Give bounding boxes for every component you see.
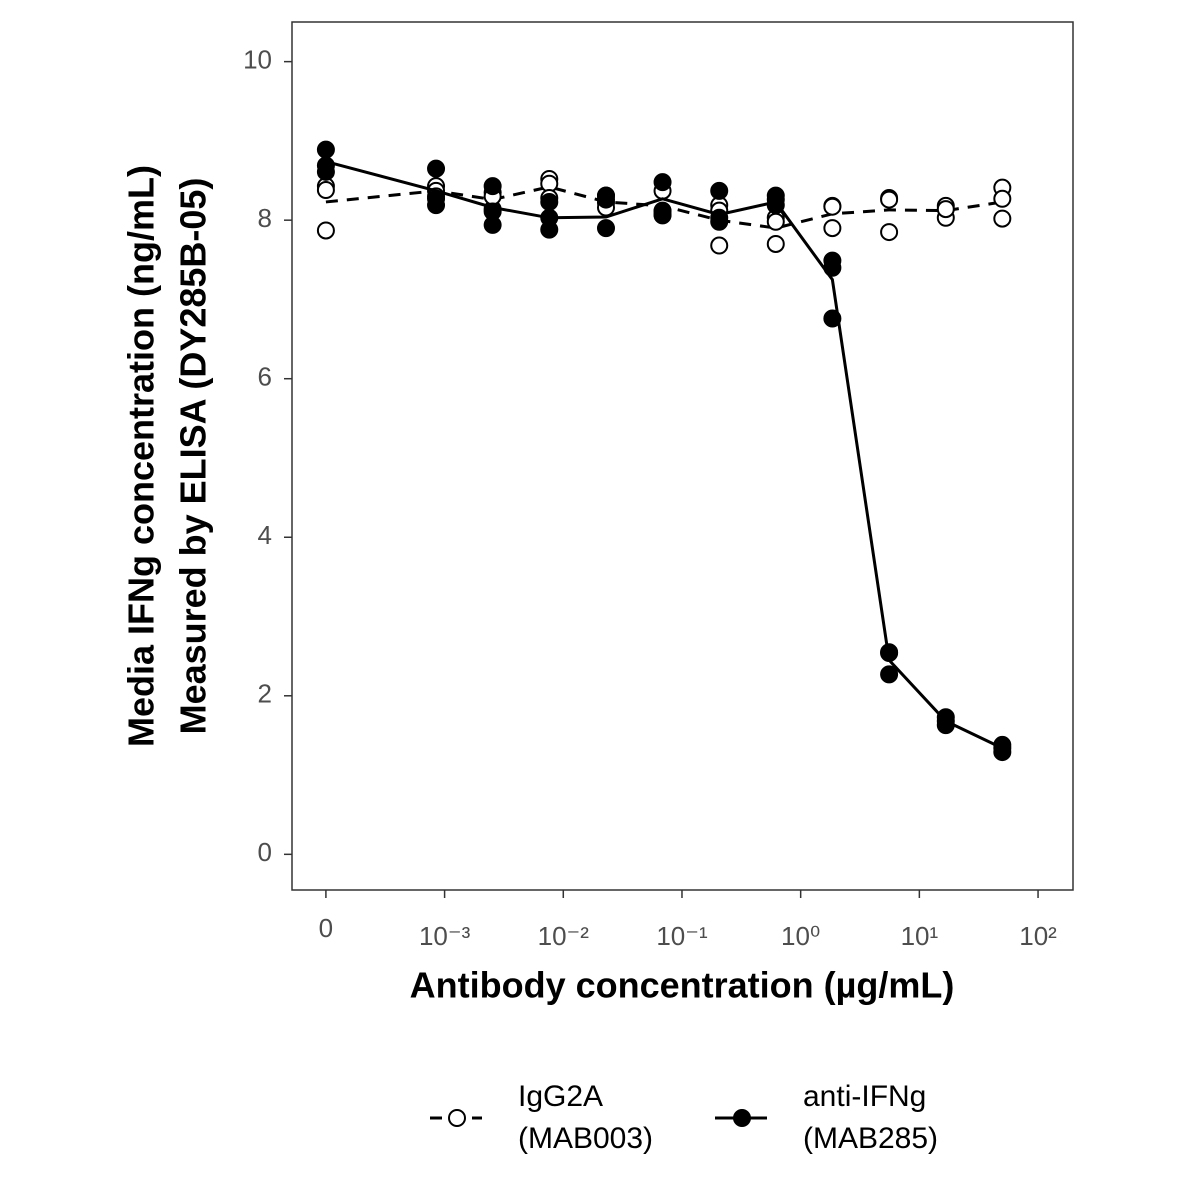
x-tick-label: 10⁻²: [538, 921, 590, 951]
data-point: [316, 181, 335, 200]
y-tick-label: 10: [243, 45, 272, 75]
x-tick-label: 0: [319, 913, 333, 943]
data-point: [766, 196, 785, 215]
mean-line: [325, 185, 1003, 230]
y-tick-label: 4: [258, 520, 272, 550]
mean-line: [325, 160, 1003, 750]
data-point: [596, 190, 615, 209]
data-point: [710, 236, 729, 255]
data-point: [316, 162, 335, 181]
data-point: [880, 665, 899, 684]
legend-label: IgG2A (MAB003): [518, 1080, 654, 1155]
data-point: [483, 177, 502, 196]
legend-entry: anti-IFNg (MAB285): [803, 1080, 939, 1155]
y-axis-title: Measured by ELISA (DY285B-05): [173, 178, 214, 735]
data-point: [880, 190, 899, 209]
y-tick-label: 8: [258, 203, 272, 233]
data-point: [710, 212, 729, 231]
data-point: [823, 197, 842, 216]
x-tick-label: 10⁻¹: [656, 921, 708, 951]
data-point: [993, 739, 1012, 758]
x-tick-label: 10⁰: [781, 921, 820, 951]
legend-label: anti-IFNg (MAB285): [803, 1080, 939, 1155]
x-axis-title: Antibody concentration (µg/mL): [410, 965, 955, 1006]
legend-entry: IgG2A (MAB003): [518, 1080, 654, 1155]
data-point: [993, 189, 1012, 208]
data-point: [936, 200, 955, 219]
data-point: [316, 140, 335, 159]
y-axis-title: Media IFNg concentration (ng/mL): [121, 165, 162, 747]
y-tick-label: 2: [258, 679, 272, 709]
data-point: [653, 206, 672, 225]
x-tick-label: 10²: [1019, 921, 1057, 951]
data-point: [427, 159, 446, 178]
data-point: [823, 309, 842, 328]
y-tick-label: 6: [258, 362, 272, 392]
legend-marker: [733, 1109, 751, 1127]
data-point: [880, 223, 899, 242]
data-point: [823, 219, 842, 238]
data-point: [540, 220, 559, 239]
data-point: [936, 712, 955, 731]
data-point: [766, 212, 785, 231]
data-point: [993, 209, 1012, 228]
data-point: [766, 234, 785, 253]
data-point: [880, 643, 899, 662]
data-point: [823, 258, 842, 277]
data-point: [427, 196, 446, 215]
x-tick-label: 10⁻³: [419, 921, 471, 951]
data-point: [653, 173, 672, 192]
y-tick-label: 0: [258, 837, 272, 867]
data-point: [540, 192, 559, 211]
data-point: [710, 181, 729, 200]
legend-marker: [448, 1109, 466, 1127]
plot-panel: [291, 21, 1074, 891]
data-point: [316, 221, 335, 240]
data-point: [596, 219, 615, 238]
data-point: [483, 215, 502, 234]
x-tick-label: 10¹: [901, 921, 939, 951]
